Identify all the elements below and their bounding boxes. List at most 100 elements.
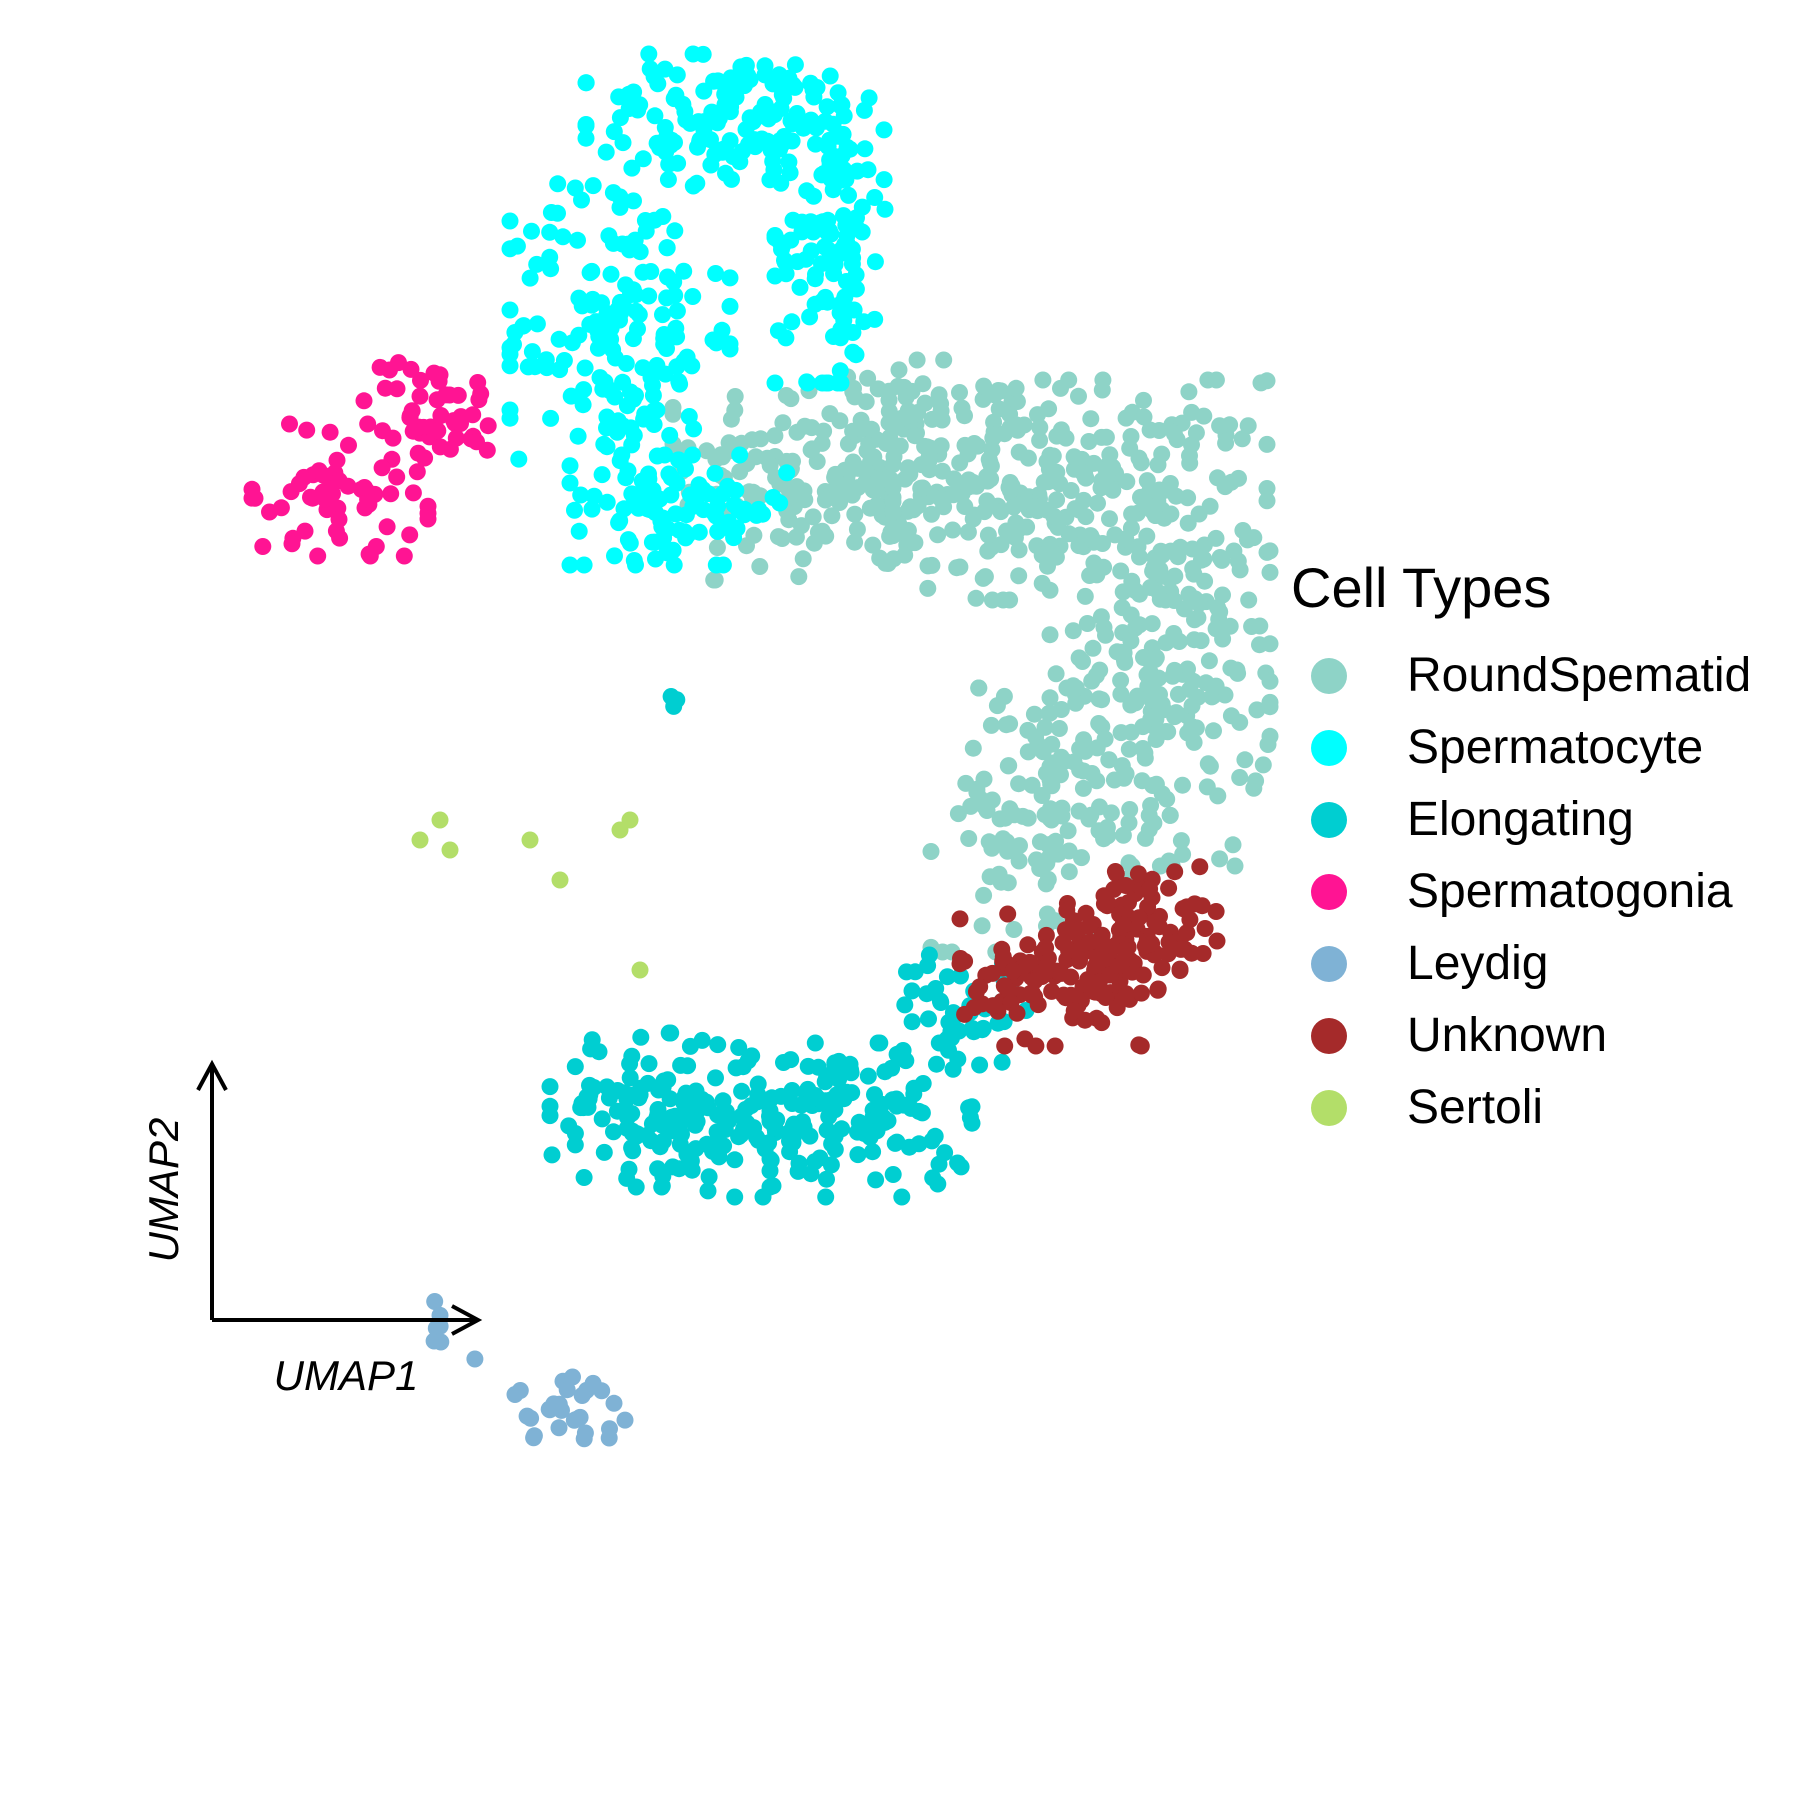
data-point (576, 1424, 594, 1442)
data-point (869, 380, 887, 398)
data-point (1166, 567, 1184, 585)
data-point (1131, 548, 1148, 566)
data-point (761, 1111, 779, 1129)
data-point (806, 1034, 824, 1052)
data-point (1117, 877, 1135, 894)
data-point (638, 1127, 656, 1144)
data-point (583, 296, 601, 314)
data-point (1036, 806, 1054, 824)
data-point (1075, 731, 1093, 749)
data-point (848, 520, 866, 538)
data-point (570, 289, 588, 307)
data-point (1059, 822, 1077, 840)
data-point (419, 510, 437, 528)
data-point (1007, 379, 1025, 397)
data-point (432, 407, 450, 424)
data-point (541, 1078, 559, 1096)
data-point (1031, 833, 1049, 851)
data-point (577, 74, 595, 92)
data-point (542, 409, 560, 427)
data-point (581, 264, 599, 282)
data-point (828, 1086, 846, 1104)
data-point (865, 448, 883, 466)
data-point (930, 386, 948, 404)
data-point (432, 1333, 450, 1351)
data-point (1236, 751, 1254, 769)
data-point (584, 177, 602, 195)
series-spermatogonia (243, 354, 497, 565)
legend-item-unknown: Unknown (1285, 1000, 1751, 1072)
data-point (1147, 710, 1165, 728)
data-point (793, 223, 811, 241)
data-point (820, 241, 838, 259)
data-point (1082, 410, 1100, 428)
data-point (604, 184, 622, 202)
data-point (708, 539, 726, 556)
data-point (984, 964, 1001, 982)
data-point (1112, 671, 1130, 689)
data-point (1258, 435, 1276, 453)
data-point (658, 289, 676, 307)
data-point (1005, 921, 1023, 938)
data-point (665, 273, 683, 291)
data-point (1047, 548, 1065, 566)
data-point (836, 288, 854, 306)
data-point (826, 1127, 844, 1145)
data-point (1166, 863, 1184, 881)
data-point (884, 520, 902, 538)
data-point (805, 88, 823, 106)
data-point (1157, 634, 1175, 652)
data-point (1160, 879, 1178, 897)
data-point (807, 266, 824, 283)
data-point (664, 405, 682, 423)
data-point (751, 107, 769, 125)
data-point (1040, 705, 1058, 722)
data-point (281, 415, 298, 433)
data-point (298, 421, 316, 439)
data-point (1200, 652, 1218, 670)
data-point (683, 357, 701, 375)
data-point (656, 446, 674, 464)
data-point (501, 301, 519, 319)
data-point (826, 1061, 844, 1079)
data-point (908, 351, 926, 369)
data-point (831, 304, 849, 322)
series-elongating (541, 688, 1035, 1206)
data-point (619, 531, 637, 549)
data-point (721, 132, 739, 150)
data-point (1222, 659, 1240, 677)
data-point (705, 72, 723, 90)
data-point (792, 517, 810, 535)
data-point (791, 278, 809, 296)
data-point (1240, 591, 1258, 609)
data-point (550, 1419, 568, 1437)
data-point (781, 1143, 799, 1161)
legend-label: Elongating (1407, 793, 1634, 846)
data-point (523, 343, 541, 361)
data-point (1165, 425, 1183, 443)
data-point (1112, 685, 1130, 703)
data-point (952, 1158, 970, 1176)
data-point (566, 501, 583, 519)
data-point (563, 334, 581, 352)
data-point (464, 406, 482, 424)
data-point (1224, 836, 1242, 854)
data-point (725, 496, 743, 514)
data-point (1116, 941, 1134, 959)
data-point (807, 135, 824, 153)
data-point (801, 308, 819, 326)
data-point (1162, 542, 1180, 560)
data-point (967, 589, 985, 607)
data-point (855, 313, 873, 331)
data-point (772, 174, 790, 192)
data-point (964, 739, 982, 757)
data-point (886, 1134, 904, 1152)
data-point (676, 1088, 694, 1105)
data-point (799, 374, 817, 392)
data-point (590, 1043, 608, 1061)
data-point (832, 329, 850, 347)
data-point (982, 716, 1000, 734)
data-point (1120, 814, 1138, 832)
data-point (988, 697, 1006, 715)
data-point (928, 1055, 945, 1073)
